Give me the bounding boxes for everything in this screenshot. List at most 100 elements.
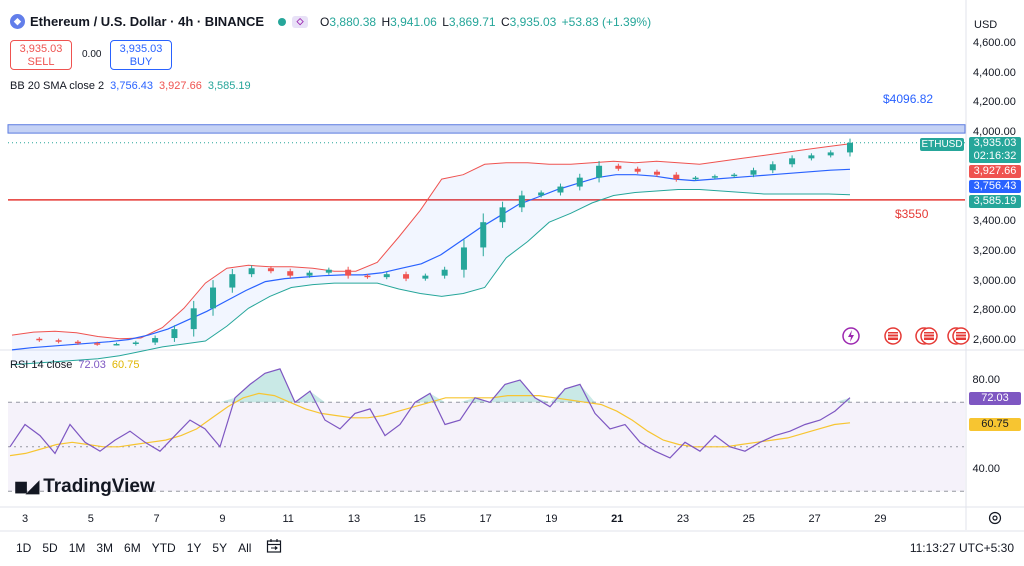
buy-button[interactable]: 3,935.03 BUY — [110, 40, 172, 70]
share-icon[interactable]: ◇ — [292, 15, 309, 28]
rsi-legend[interactable]: RSI 14 close 72.03 60.75 — [10, 359, 139, 371]
timeframe-button[interactable]: All — [238, 541, 252, 555]
candle-body — [229, 274, 236, 288]
timeframe-button[interactable]: 5Y — [212, 541, 228, 555]
rsi-band-fill — [8, 402, 965, 492]
time-tick: 29 — [874, 513, 887, 525]
close-badge-value: 3,935.03 — [973, 137, 1017, 149]
clock-readout[interactable]: 11:13:27 UTC+5:30 — [909, 541, 1014, 555]
candle-body — [306, 272, 313, 276]
calendar-range-icon[interactable] — [266, 538, 282, 554]
candle-body — [325, 269, 332, 273]
candle-body — [518, 195, 525, 208]
high-value: 3,941.06 — [390, 14, 437, 29]
close-value: 3,935.03 — [509, 14, 557, 29]
settings-icon[interactable] — [988, 511, 1002, 525]
time-tick: 19 — [545, 513, 558, 525]
price-tick: 3,400.00 — [973, 215, 1016, 228]
timeframe-button[interactable]: 6M — [124, 541, 141, 555]
resistance-label: $4096.82 — [883, 92, 934, 106]
candle-body — [827, 152, 834, 156]
chart-title-bar: ◆ Ethereum / U.S. Dollar · 4h · BINANCE … — [10, 14, 651, 29]
spread-value: 0.00 — [82, 49, 102, 60]
candle-body — [692, 177, 699, 180]
time-tick: 13 — [347, 513, 361, 525]
time-tick: 15 — [413, 513, 426, 525]
change-value: +53.83 (+1.39%) — [561, 14, 652, 29]
open-value: 3,880.38 — [329, 14, 377, 29]
rsi-name: RSI 14 close — [10, 359, 73, 371]
price-tick: 4,000.00 — [973, 126, 1016, 139]
tradingview-wordmark: TradingView — [43, 476, 155, 497]
bollinger-name: BB 20 SMA close 2 — [10, 80, 105, 92]
currency-label[interactable]: USD — [974, 19, 998, 31]
price-tick: 4,200.00 — [973, 96, 1016, 109]
tradingview-logo-icon: ◼◢ — [14, 477, 39, 496]
timeframe-button[interactable]: 5D — [42, 541, 58, 555]
candle-body — [596, 165, 603, 178]
timeframe-button[interactable]: 1D — [16, 541, 32, 555]
candle-body — [460, 247, 467, 270]
candle-body — [441, 269, 448, 276]
rsi-overbought-fill — [10, 368, 850, 403]
candle-body — [499, 207, 506, 223]
price-tick: 3,000.00 — [973, 274, 1016, 287]
support-label: $3550 — [895, 207, 929, 221]
bollinger-basis-line — [11, 168, 851, 351]
symbol-title[interactable]: Ethereum / U.S. Dollar · 4h · BINANCE — [30, 14, 265, 29]
rsi-value-badge: 72.03 — [969, 392, 1021, 405]
candle-body — [364, 275, 371, 278]
timeframe-bar: 1D 5D 1M 3M 6M YTD 1Y 5Y All — [16, 541, 262, 555]
candle-body — [132, 342, 139, 344]
rsi-line — [9, 368, 851, 459]
bollinger-lower-value: 3,585.19 — [207, 80, 251, 92]
news-flag-icon-3[interactable] — [947, 327, 971, 345]
candle-body — [171, 329, 178, 339]
buy-price: 3,935.03 — [119, 43, 163, 55]
candle-body — [673, 174, 680, 180]
candle-body — [94, 343, 101, 345]
candle-body — [36, 338, 43, 341]
time-tick: 17 — [479, 513, 492, 525]
timeframe-button[interactable]: YTD — [151, 541, 176, 555]
upper-band-badge: 3,927.66 — [969, 165, 1021, 178]
bollinger-legend[interactable]: BB 20 SMA close 2 3,756.43 3,927.66 3,58… — [10, 80, 251, 92]
timeframe-button[interactable]: 3M — [96, 541, 114, 555]
candle-body — [345, 269, 352, 276]
candle-body — [210, 287, 217, 309]
sell-label: SELL — [27, 56, 55, 68]
candle-body — [731, 174, 738, 177]
lightning-icon[interactable] — [842, 327, 860, 345]
countdown-value: 02:16:32 — [973, 150, 1017, 162]
time-tick: 21 — [611, 513, 624, 525]
price-tick: 2,600.00 — [973, 334, 1016, 346]
news-flag-icon-2[interactable] — [915, 327, 939, 345]
candle-body — [152, 338, 159, 343]
close-price-badge: 3,935.03 02:16:32 — [969, 137, 1021, 163]
news-flag-icon[interactable] — [884, 327, 904, 345]
rsi-value: 72.03 — [78, 359, 106, 371]
candle-body — [557, 186, 564, 193]
time-tick: 11 — [282, 513, 294, 525]
sell-button[interactable]: 3,935.03 SELL — [10, 40, 72, 70]
timeframe-button[interactable]: 1Y — [186, 541, 202, 555]
candle-body — [653, 171, 660, 175]
price-tick: 4,400.00 — [973, 66, 1016, 79]
ethereum-icon: ◆ — [10, 14, 25, 29]
low-value: 3,869.71 — [448, 14, 496, 29]
price-tick: 2,800.00 — [973, 304, 1016, 317]
candle-body — [113, 343, 120, 346]
basis-badge: 3,756.43 — [969, 180, 1021, 193]
time-tick: 25 — [742, 513, 755, 525]
buy-label: BUY — [129, 56, 153, 68]
bollinger-band-fill — [12, 143, 850, 365]
candle-body — [383, 274, 390, 278]
timeframe-button[interactable]: 1M — [68, 541, 86, 555]
time-tick: 3 — [21, 513, 29, 525]
rsi-tick-40: 40.00 — [972, 463, 1000, 475]
candle-body — [847, 142, 853, 153]
candle-body — [248, 268, 255, 275]
symbol-tag: ETHUSD — [920, 138, 964, 151]
